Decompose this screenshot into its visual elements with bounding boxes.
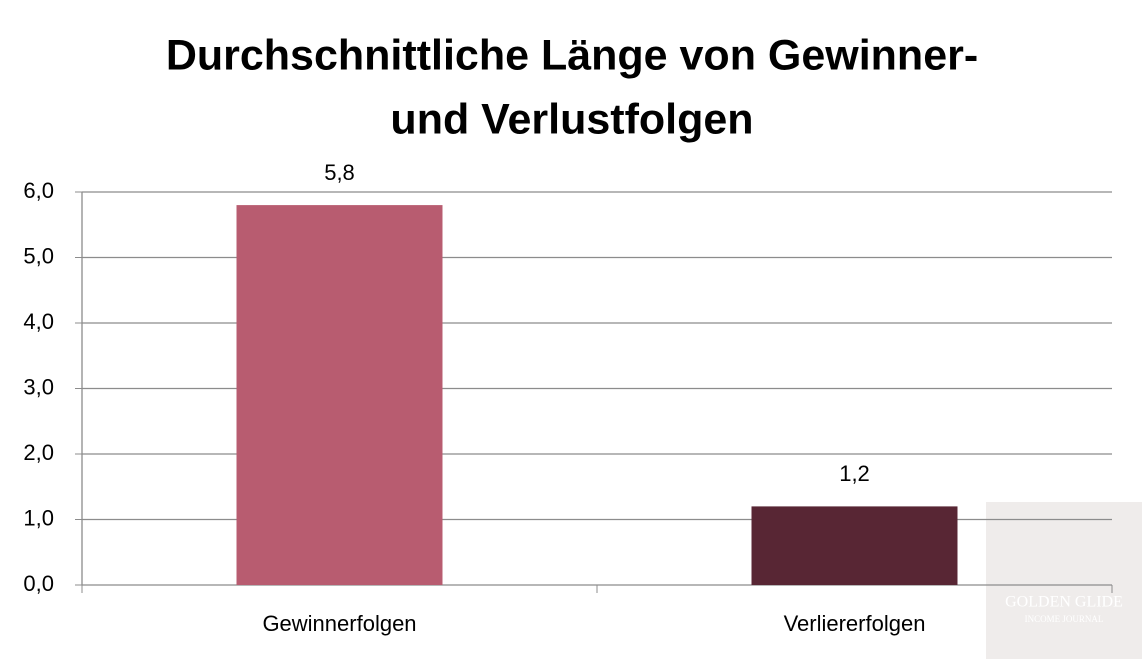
x-tick-label: Gewinnerfolgen xyxy=(262,611,416,636)
chart-title: Durchschnittliche Länge von Gewinner- xyxy=(166,31,978,79)
y-tick-label: 6,0 xyxy=(23,178,54,203)
watermark: GOLDEN GLIDE xyxy=(1005,594,1123,611)
y-tick-label: 2,0 xyxy=(23,440,54,465)
y-tick-label: 4,0 xyxy=(23,309,54,334)
bar xyxy=(236,205,443,585)
y-tick-label: 3,0 xyxy=(23,374,54,399)
x-tick-label: Verliererfolgen xyxy=(784,611,926,636)
y-tick-label: 5,0 xyxy=(23,243,54,268)
data-label: 5,8 xyxy=(324,160,355,185)
watermark-box xyxy=(986,502,1142,659)
data-label: 1,2 xyxy=(839,461,870,486)
y-tick-label: 1,0 xyxy=(23,505,54,530)
watermark: INCOME JOURNAL xyxy=(1025,614,1104,624)
y-tick-label: 0,0 xyxy=(23,571,54,596)
chart-title: und Verlustfolgen xyxy=(390,95,753,143)
bar xyxy=(751,506,958,585)
